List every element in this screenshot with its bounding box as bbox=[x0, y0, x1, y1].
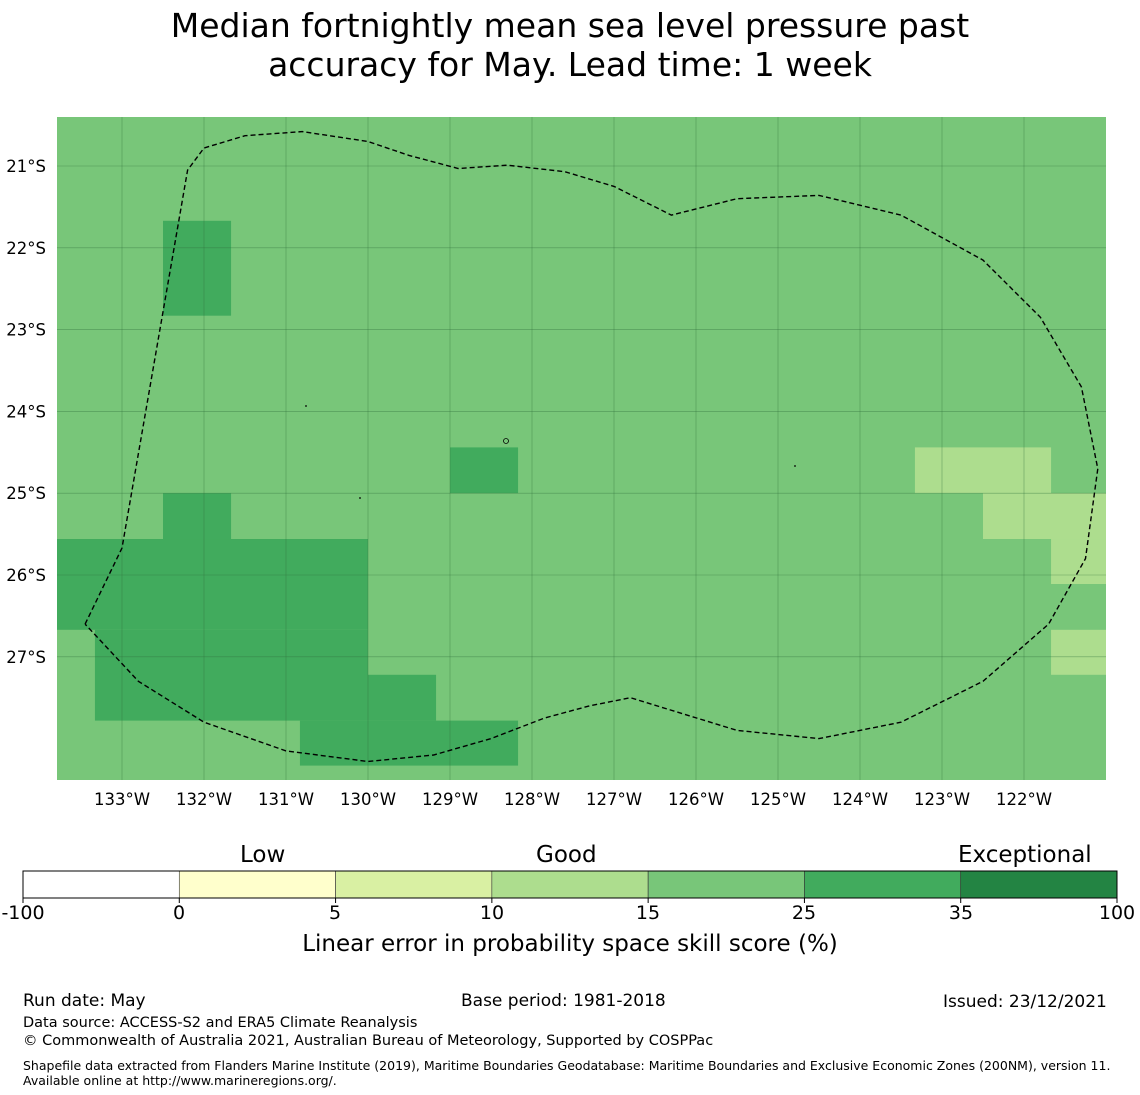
longitude-tick-label: 124°W bbox=[832, 790, 888, 809]
skill-cell bbox=[57, 539, 368, 630]
longitude-tick-label: 126°W bbox=[668, 790, 724, 809]
latitude-tick-label: 24°S bbox=[6, 402, 46, 421]
skill-cell bbox=[983, 493, 1106, 540]
colorbar-category-exceptional: Exceptional bbox=[958, 842, 1092, 868]
colorbar-swatch bbox=[491, 870, 649, 899]
eez-boundary-line bbox=[84, 130, 1099, 763]
colorbar-swatch bbox=[335, 870, 493, 899]
longitude-tick-label: 128°W bbox=[504, 790, 560, 809]
skill-cell bbox=[299, 720, 519, 766]
colorbar-swatch bbox=[804, 870, 962, 899]
latitude-tick-label: 22°S bbox=[6, 239, 46, 258]
shapefile-credit: Shapefile data extracted from Flanders M… bbox=[23, 1058, 1111, 1088]
colorbar-tick-label: 0 bbox=[172, 902, 186, 924]
island-marker bbox=[305, 405, 307, 407]
colorbar-tick-label: 35 bbox=[948, 902, 974, 924]
skill-cell bbox=[1051, 629, 1106, 675]
skill-cell bbox=[163, 220, 232, 316]
copyright-notice: © Commonwealth of Australia 2021, Austra… bbox=[23, 1033, 714, 1049]
skill-cell bbox=[368, 674, 437, 721]
colorbar-tick-label: -100 bbox=[1, 902, 45, 924]
colorbar-swatch bbox=[960, 870, 1118, 899]
longitude-tick-label: 133°W bbox=[94, 790, 150, 809]
colorbar-tick-label: 100 bbox=[1098, 902, 1136, 924]
longitude-tick-label: 123°W bbox=[914, 790, 970, 809]
skill-cell bbox=[163, 493, 232, 540]
skill-cell bbox=[1051, 539, 1106, 584]
base-period: Base period: 1981-2018 bbox=[461, 991, 666, 1011]
latitude-tick-label: 21°S bbox=[6, 157, 46, 176]
colorbar-tick-label: 15 bbox=[635, 902, 661, 924]
issued-date: Issued: 23/12/2021 bbox=[943, 992, 1107, 1012]
longitude-tick-label: 127°W bbox=[586, 790, 642, 809]
colorbar-tick-label: 25 bbox=[791, 902, 817, 924]
map-title: Median fortnightly mean sea level pressu… bbox=[0, 6, 1140, 84]
island-marker bbox=[503, 438, 509, 444]
longitude-tick-label: 125°W bbox=[750, 790, 806, 809]
longitude-tick-label: 122°W bbox=[996, 790, 1052, 809]
run-date: Run date: May bbox=[23, 991, 146, 1011]
colorbar-tick-label: 10 bbox=[479, 902, 505, 924]
colorbar-frame bbox=[22, 870, 1118, 899]
latitude-tick-label: 26°S bbox=[6, 566, 46, 585]
colorbar-category-good: Good bbox=[536, 842, 597, 868]
colorbar-axis-label: Linear error in probability space skill … bbox=[302, 931, 838, 957]
data-source: Data source: ACCESS-S2 and ERA5 Climate … bbox=[23, 1015, 418, 1031]
longitude-tick-label: 130°W bbox=[340, 790, 396, 809]
skill-cell bbox=[914, 447, 1052, 494]
latitude-tick-label: 27°S bbox=[6, 648, 46, 667]
colorbar-swatch bbox=[22, 870, 180, 899]
island-marker bbox=[794, 465, 796, 467]
longitude-tick-label: 132°W bbox=[176, 790, 232, 809]
skill-cell bbox=[450, 447, 519, 494]
colorbar-swatch bbox=[178, 870, 336, 899]
longitude-tick-label: 129°W bbox=[422, 790, 478, 809]
colorbar-category-low: Low bbox=[240, 842, 286, 868]
latitude-tick-label: 23°S bbox=[6, 321, 46, 340]
colorbar-tick-label: 5 bbox=[328, 902, 342, 924]
island-marker bbox=[359, 497, 361, 499]
colorbar-swatch bbox=[647, 870, 805, 899]
latitude-tick-label: 25°S bbox=[6, 484, 46, 503]
skill-cell bbox=[94, 629, 368, 721]
longitude-tick-label: 131°W bbox=[258, 790, 314, 809]
map-title-line-2: accuracy for May. Lead time: 1 week bbox=[268, 45, 872, 84]
map-title-line-1: Median fortnightly mean sea level pressu… bbox=[170, 6, 970, 45]
